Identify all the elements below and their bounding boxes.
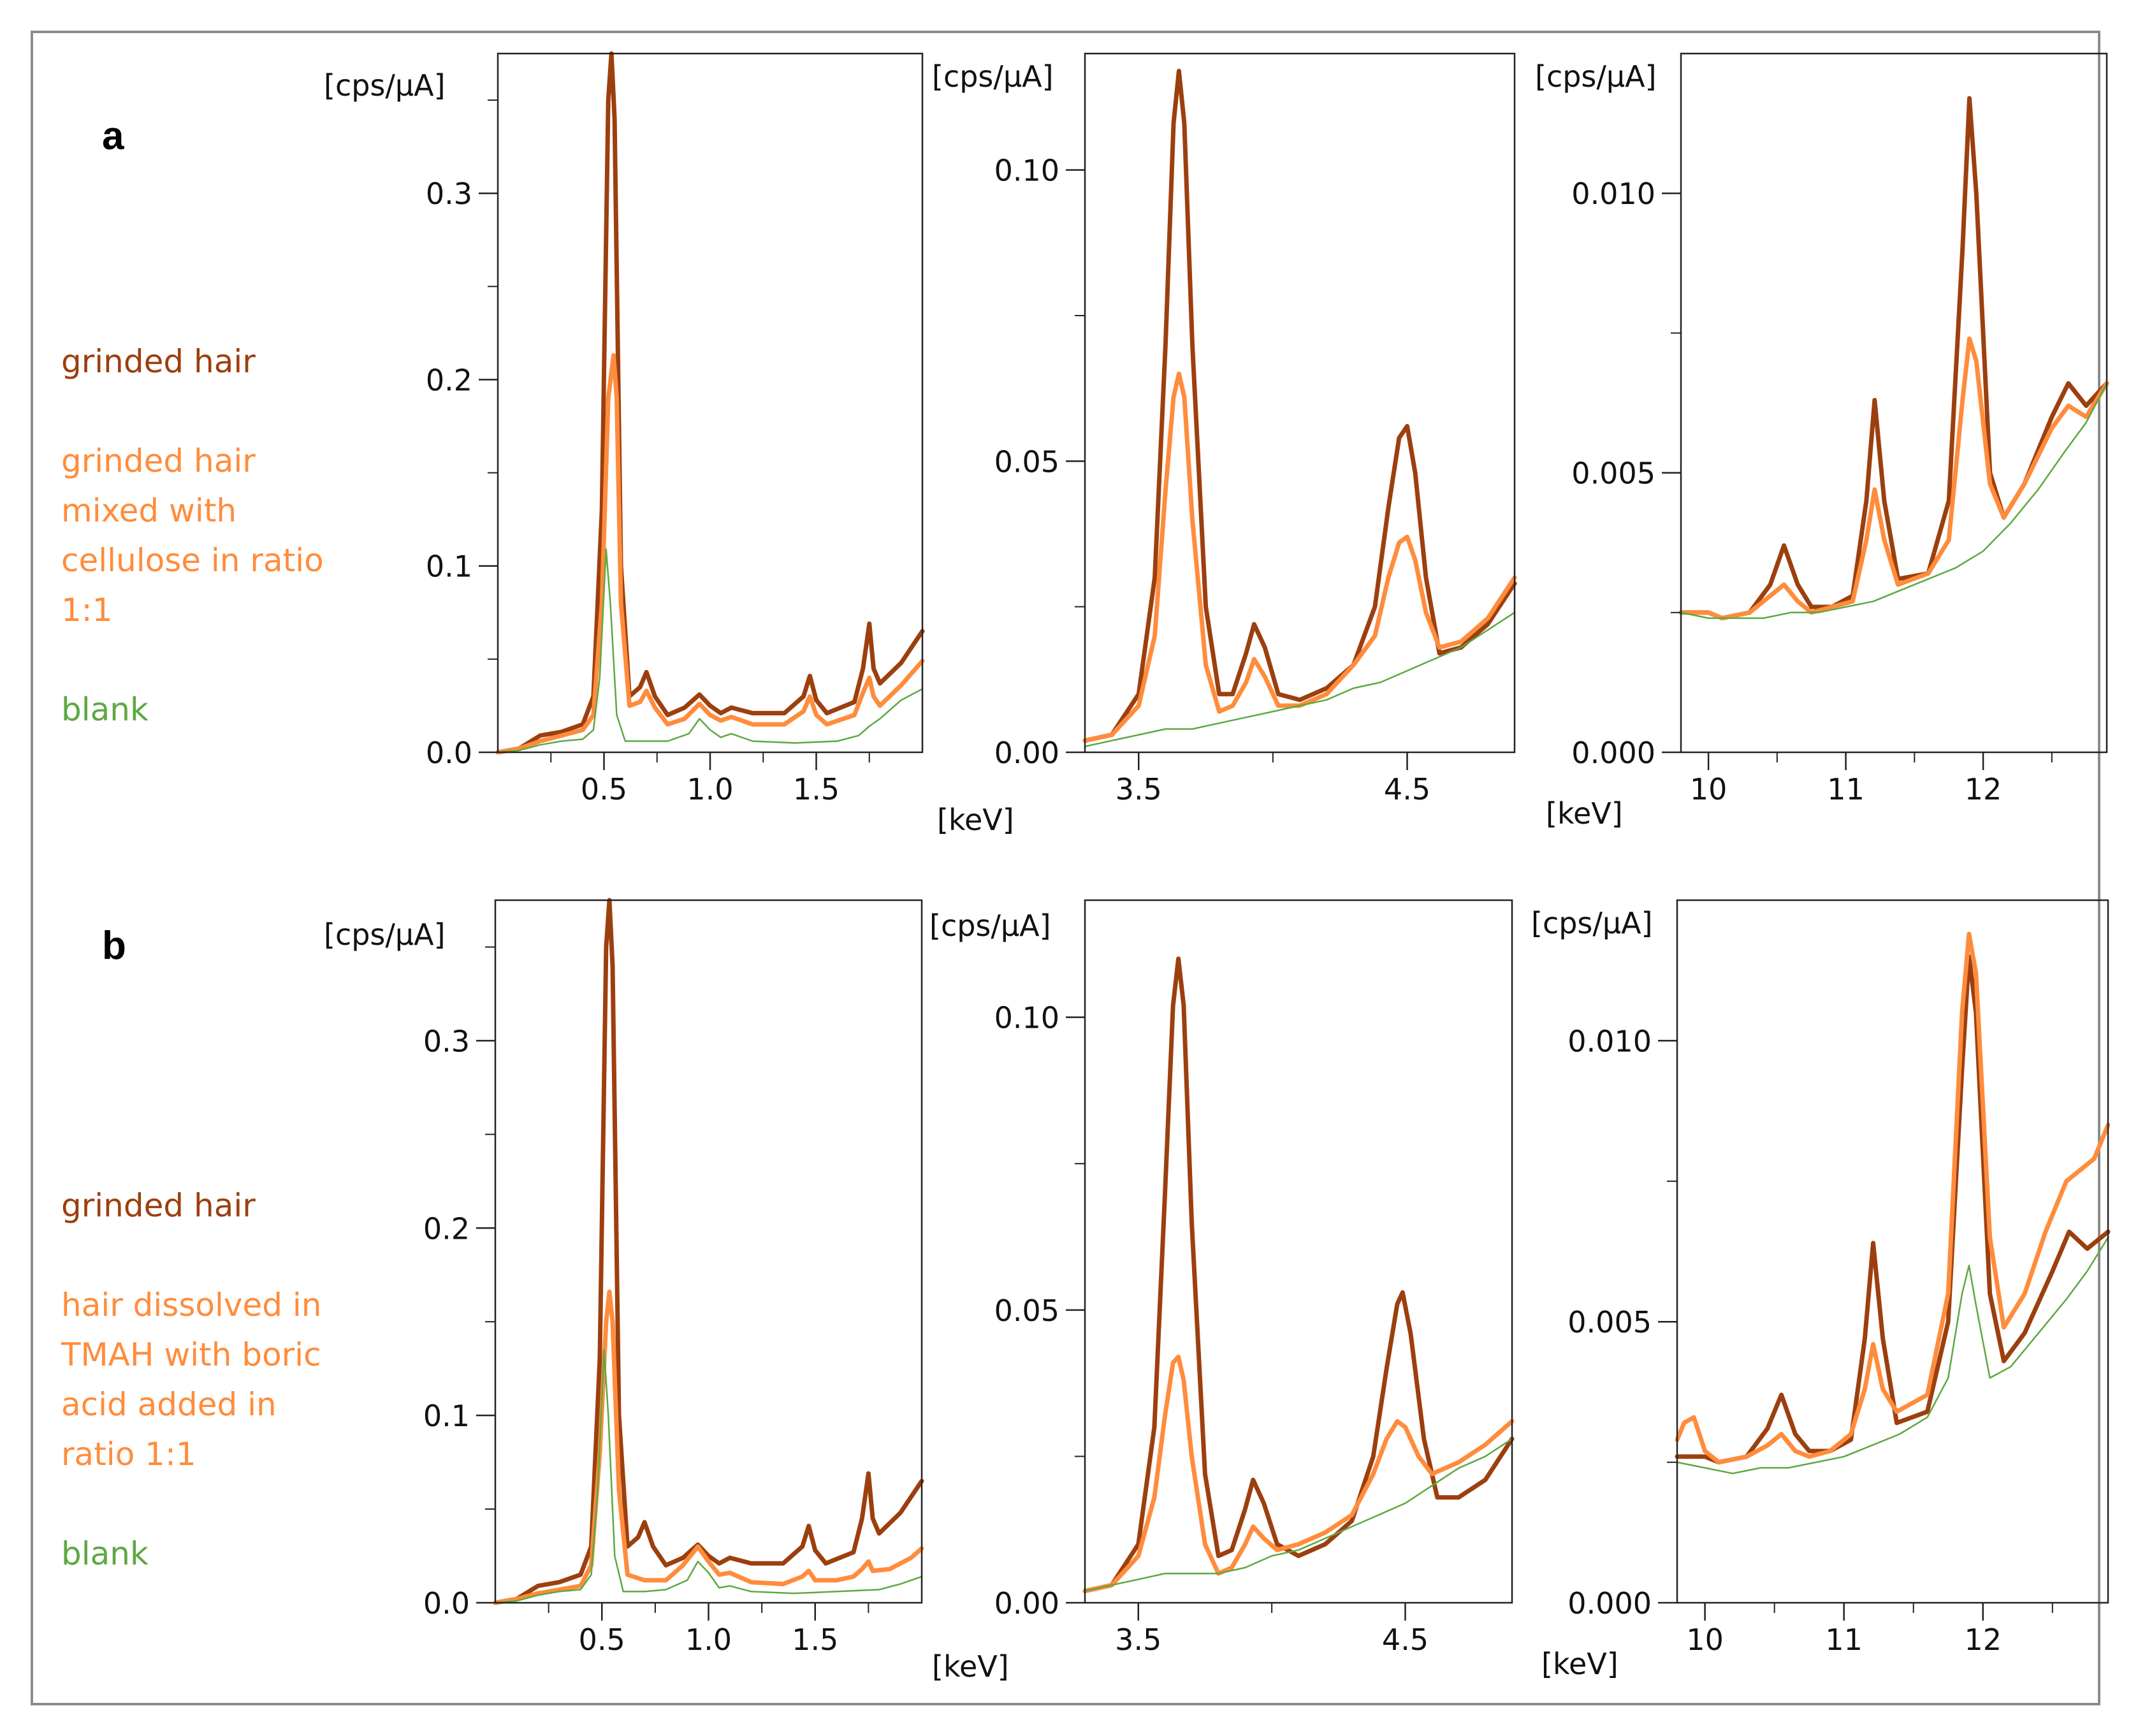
x-tick-label-b2-1: 4.5 xyxy=(1382,1623,1429,1657)
y-tick-label-a1-2: 0.2 xyxy=(426,363,472,397)
legend-b-tmah-line3: acid added in xyxy=(61,1386,277,1423)
series-line-a2-2 xyxy=(1084,611,1516,748)
y-axis-label-b2: [cps/µA] xyxy=(929,908,1051,943)
series-line-a3-1 xyxy=(1678,336,2109,621)
x-tick-label-a1-2: 1.5 xyxy=(793,772,840,806)
legend-b-grinded-hair: grinded hair xyxy=(61,1187,256,1224)
legend-a-grinded-hair: grinded hair xyxy=(61,343,256,380)
y-tick-label-b3-1: 0.005 xyxy=(1567,1305,1652,1339)
y-tick-label-a1-3: 0.3 xyxy=(426,177,472,211)
legend-a-cellulose-line4: 1:1 xyxy=(61,592,113,629)
series-line-b2-1 xyxy=(1082,1354,1515,1594)
x-axis-label-a3: [keV] xyxy=(1546,796,1623,831)
y-tick-label-b1-2: 0.2 xyxy=(423,1211,470,1246)
x-tick-label-a2-0: 3.5 xyxy=(1116,772,1162,806)
chart-b2: 0.00 0.05 0.10 3.5 4.5 [cps/µA] [keV] xyxy=(929,899,1515,1684)
legend-b-tmah-line4: ratio 1:1 xyxy=(61,1436,196,1473)
y-axis-label-b3: [cps/µA] xyxy=(1531,906,1653,940)
y-tick-label-b1-0: 0.0 xyxy=(423,1586,470,1621)
x-tick-label-a3-2: 12 xyxy=(1965,772,2002,806)
chart-a1: 0.0 0.1 0.2 0.3 0.5 1.0 1.5 [cps/µA] xyxy=(324,51,925,806)
x-tick-label-b2-0: 3.5 xyxy=(1115,1623,1161,1657)
y-tick-label-b1-3: 0.3 xyxy=(423,1024,470,1058)
x-tick-label-b3-0: 10 xyxy=(1686,1623,1724,1657)
legend-a-cellulose-line3: cellulose in ratio xyxy=(61,542,324,579)
panel-label-a: a xyxy=(102,114,124,158)
legend-b-blank: blank xyxy=(61,1535,149,1572)
panel-label-b: b xyxy=(102,924,126,968)
x-tick-label-b3-2: 12 xyxy=(1964,1623,2002,1657)
x-tick-label-a3-0: 10 xyxy=(1690,772,1727,806)
x-tick-label-a2-1: 4.5 xyxy=(1384,772,1430,806)
plot-frame-b3 xyxy=(1676,899,2109,1604)
series-line-a1-2 xyxy=(497,548,924,754)
chart-a2: 0.00 0.05 0.10 3.5 4.5 [cps/µA] [keV] xyxy=(932,52,1517,837)
chart-b3: 0.000 0.005 0.010 10 11 12 [cps/µA] [keV] xyxy=(1531,899,2111,1681)
y-tick-label-b2-1: 0.05 xyxy=(994,1294,1059,1328)
y-tick-label-a2-2: 0.10 xyxy=(994,154,1059,188)
y-tick-label-b2-0: 0.00 xyxy=(994,1586,1059,1621)
plot-frame-b2 xyxy=(1084,899,1513,1604)
y-tick-label-a3-0: 0.000 xyxy=(1571,736,1655,770)
y-tick-label-b2-2: 0.10 xyxy=(994,1001,1059,1035)
legend-b-tmah-line1: hair dissolved in xyxy=(61,1287,322,1324)
y-tick-label-b1-1: 0.1 xyxy=(423,1399,470,1433)
x-tick-label-b1-0: 0.5 xyxy=(579,1623,625,1657)
x-tick-label-b1-2: 1.5 xyxy=(792,1623,838,1657)
x-axis-label-b2: [keV] xyxy=(932,1649,1009,1684)
y-tick-label-b3-0: 0.000 xyxy=(1567,1586,1652,1621)
y-tick-label-a3-2: 0.010 xyxy=(1571,177,1655,211)
legend-b: grinded hair hair dissolved in TMAH with… xyxy=(61,1181,367,1579)
chart-b1: 0.0 0.1 0.2 0.3 0.5 1.0 1.5 [cps/µA] xyxy=(324,898,924,1657)
chart-a3: 0.000 0.005 0.010 10 11 12 [cps/µA] [keV] xyxy=(1535,52,2109,831)
series-line-b2-2 xyxy=(1084,1438,1513,1592)
series-line-a3-0 xyxy=(1678,96,2109,621)
y-tick-label-a1-1: 0.1 xyxy=(426,550,472,584)
series-line-b3-0 xyxy=(1675,954,2111,1465)
legend-a-blank: blank xyxy=(61,691,149,728)
series-line-a2-0 xyxy=(1082,68,1517,743)
x-tick-label-a1-1: 1.0 xyxy=(687,772,733,806)
plot-frame-b1 xyxy=(494,899,923,1604)
y-axis-label-a3: [cps/µA] xyxy=(1535,59,1657,94)
legend-b-tmah-line2: TMAH with boric xyxy=(61,1336,321,1373)
series-line-a1-1 xyxy=(495,353,925,755)
y-axis-label-a2: [cps/µA] xyxy=(932,59,1054,94)
x-tick-label-b3-1: 11 xyxy=(1825,1623,1863,1657)
plot-frame-a1 xyxy=(497,52,924,754)
y-tick-label-b3-2: 0.010 xyxy=(1567,1024,1652,1058)
x-axis-label-b3: [keV] xyxy=(1541,1647,1618,1681)
x-tick-label-a3-1: 11 xyxy=(1827,772,1865,806)
series-line-b3-1 xyxy=(1675,931,2111,1465)
x-tick-label-b1-1: 1.0 xyxy=(685,1623,732,1657)
x-axis-label-a2: [keV] xyxy=(937,803,1014,837)
y-axis-label-a1: [cps/µA] xyxy=(324,68,446,103)
y-tick-label-a2-0: 0.00 xyxy=(994,736,1059,770)
x-tick-label-a1-0: 0.5 xyxy=(581,772,627,806)
y-tick-label-a2-1: 0.05 xyxy=(994,444,1059,479)
plot-frame-a3 xyxy=(1680,52,2108,754)
figure-frame xyxy=(31,31,2100,1705)
legend-a: grinded hair grinded hair mixed with cel… xyxy=(61,337,367,734)
legend-a-cellulose-line2: mixed with xyxy=(61,492,237,529)
y-tick-label-a3-1: 0.005 xyxy=(1571,456,1655,491)
plot-frame-a2 xyxy=(1084,52,1516,754)
series-line-b1-2 xyxy=(494,1349,923,1604)
series-line-b3-2 xyxy=(1676,1236,2109,1475)
series-line-b2-0 xyxy=(1082,956,1515,1594)
y-axis-label-b1: [cps/µA] xyxy=(324,917,446,952)
series-line-a2-1 xyxy=(1082,371,1517,743)
legend-a-cellulose-line1: grinded hair xyxy=(61,442,256,479)
series-line-a1-0 xyxy=(495,51,925,755)
y-tick-label-a1-0: 0.0 xyxy=(426,736,472,770)
series-line-b1-0 xyxy=(493,898,924,1605)
series-line-a3-2 xyxy=(1680,383,2108,619)
